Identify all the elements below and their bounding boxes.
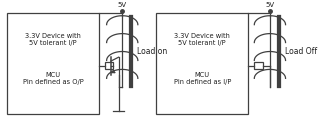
Text: 5V: 5V bbox=[118, 2, 127, 8]
Bar bbox=[254, 62, 262, 69]
Text: 3.3V Device with
5V tolerant I/P: 3.3V Device with 5V tolerant I/P bbox=[174, 34, 230, 46]
Text: 5V: 5V bbox=[265, 2, 274, 8]
Bar bbox=[7, 13, 99, 114]
Text: MCU
Pin defined as O/P: MCU Pin defined as O/P bbox=[23, 72, 83, 85]
Text: 3.3V Device with
5V tolerant I/P: 3.3V Device with 5V tolerant I/P bbox=[25, 34, 81, 46]
Text: MCU
Pin defined as I/P: MCU Pin defined as I/P bbox=[174, 72, 231, 85]
Bar bbox=[105, 62, 113, 69]
Text: Load Off: Load Off bbox=[285, 47, 317, 56]
Text: Load on: Load on bbox=[137, 47, 167, 56]
Bar bbox=[156, 13, 248, 114]
